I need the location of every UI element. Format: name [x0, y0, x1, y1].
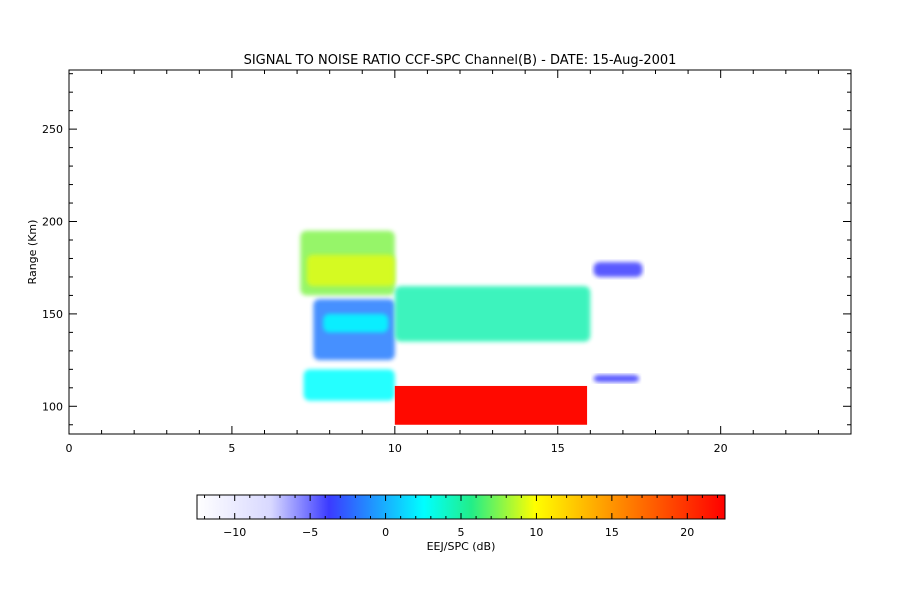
y-tick-label: 200	[42, 216, 63, 229]
heatmap-region-early-layer-upper-core	[306, 254, 395, 287]
chart-title: SIGNAL TO NOISE RATIO CCF-SPC Channel(B)…	[244, 53, 677, 68]
colorbar: −10 −5 0 5 10 15 20	[196, 494, 726, 539]
x-tick-label: 5	[228, 442, 235, 455]
colorbar-tick-label: 5	[458, 526, 465, 539]
colorbar-tick-label: −5	[302, 526, 318, 539]
colorbar-tick-label: 15	[605, 526, 619, 539]
colorbar-tick-label: 20	[680, 526, 694, 539]
heatmap-region-eej-strong	[394, 385, 588, 425]
y-tick-label: 150	[42, 308, 63, 321]
heatmap-region-late-patch-lower	[593, 374, 640, 383]
colorbar-tick-label: 0	[382, 526, 389, 539]
x-tick-label: 10	[388, 442, 402, 455]
plot-frame	[68, 69, 852, 435]
x-tick-label: 20	[714, 442, 728, 455]
plot-area	[69, 70, 851, 434]
heatmap-region-f-region-arc	[394, 286, 591, 342]
y-axis-label: Range (Km)	[26, 220, 39, 285]
colorbar-tick-label: 10	[529, 526, 543, 539]
heatmap-region-early-layer-lower	[303, 369, 395, 401]
colorbar-tick-label: −10	[223, 526, 246, 539]
y-tick-label: 100	[42, 400, 63, 413]
x-tick-label: 15	[551, 442, 565, 455]
heatmap-region-late-patch-upper	[593, 262, 643, 277]
y-axis: 100 150 200 250	[42, 73, 851, 426]
x-tick-label: 0	[66, 442, 73, 455]
y-tick-label: 250	[42, 123, 63, 136]
colorbar-label: EEJ/SPC (dB)	[427, 540, 496, 553]
plot-background	[69, 70, 851, 434]
heatmap-region-early-layer-mid-core	[323, 313, 389, 333]
